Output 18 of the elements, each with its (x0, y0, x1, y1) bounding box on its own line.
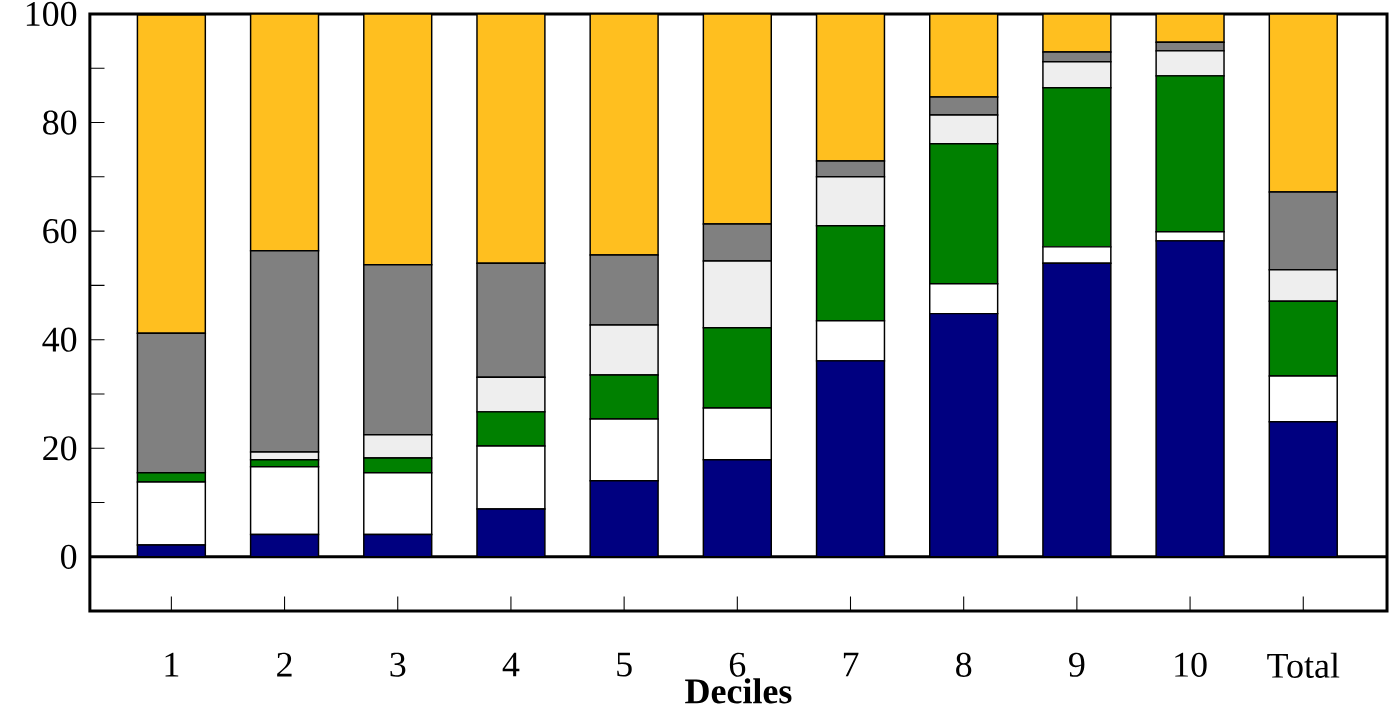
x-tick-label: 10 (1175, 652, 1207, 677)
x-tick-label: 7 (843, 652, 859, 677)
x-tick-label: 4 (502, 652, 520, 677)
y-tick-label: 20 (43, 436, 77, 461)
x-tick-label: 1 (165, 652, 179, 677)
x-tick-label: 5 (617, 652, 632, 677)
y-tick-label: 100 (26, 1, 77, 27)
y-tick-label: 0 (61, 544, 77, 569)
x-axis-title: Deciles (685, 678, 792, 704)
y-tick-label: 80 (43, 110, 77, 135)
x-tick-label: 6 (729, 652, 746, 677)
x-tick-label: 2 (277, 652, 292, 677)
x-tick-label: 3 (390, 652, 406, 677)
x-tick-label: 9 (1069, 652, 1085, 677)
y-tick-label: 40 (42, 327, 77, 352)
y-tick-label: 60 (43, 219, 77, 244)
x-tick-label: Total (1267, 652, 1340, 678)
x-tick-label: 8 (956, 652, 972, 677)
